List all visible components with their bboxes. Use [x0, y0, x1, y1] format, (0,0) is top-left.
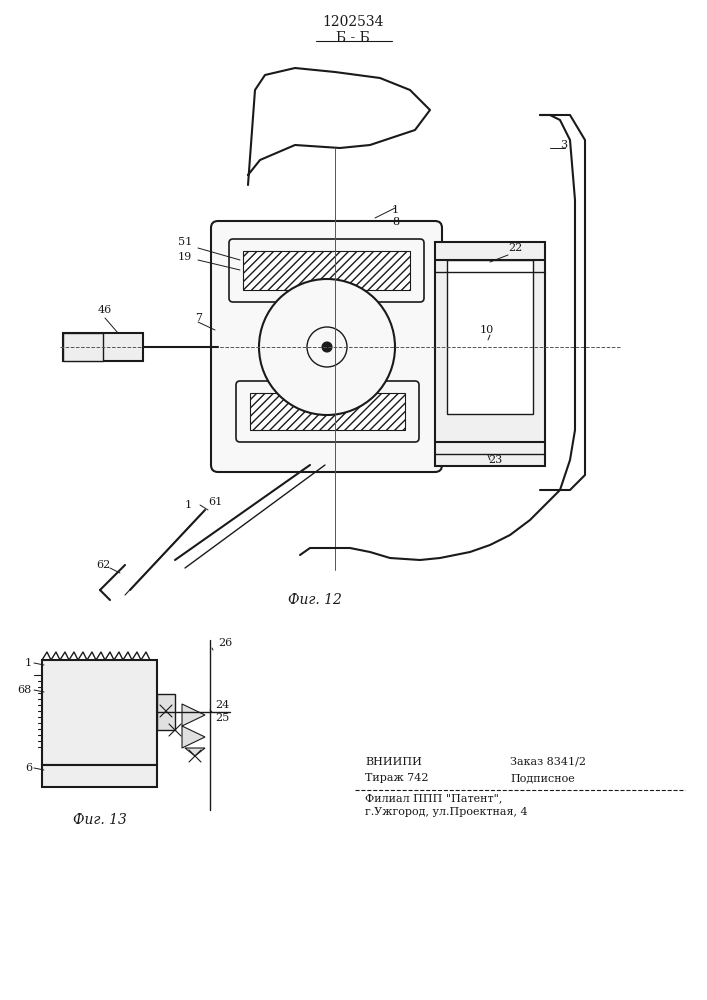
Bar [42, 765, 157, 787]
Bar [447, 260, 533, 414]
Text: 19: 19 [177, 252, 192, 262]
Text: 1: 1 [185, 500, 192, 510]
FancyBboxPatch shape [211, 221, 442, 472]
Polygon shape [185, 748, 205, 756]
Text: 7: 7 [195, 313, 202, 323]
Text: 10: 10 [480, 325, 494, 335]
Text: 61: 61 [208, 497, 222, 507]
FancyBboxPatch shape [236, 381, 419, 442]
Text: Подписное: Подписное [510, 773, 575, 783]
Text: Заказ 8341/2: Заказ 8341/2 [510, 757, 586, 767]
Text: 8: 8 [392, 217, 399, 227]
Text: 26: 26 [218, 638, 233, 648]
Text: 25: 25 [215, 713, 229, 723]
Text: Фиг. 12: Фиг. 12 [288, 593, 342, 607]
Bar [42, 660, 157, 765]
Text: Б - Б: Б - Б [336, 31, 370, 45]
Circle shape [259, 279, 395, 415]
Text: 23: 23 [488, 455, 502, 465]
Text: 46: 46 [98, 305, 112, 315]
Text: Фиг. 13: Фиг. 13 [73, 813, 127, 827]
Polygon shape [182, 726, 205, 748]
Text: 1202534: 1202534 [322, 15, 384, 29]
Text: ВНИИПИ: ВНИИПИ [365, 757, 422, 767]
Bar [63, 333, 143, 361]
Polygon shape [182, 704, 205, 726]
Text: 1: 1 [25, 658, 32, 668]
Bar [63, 333, 103, 361]
Text: г.Ужгород, ул.Проектная, 4: г.Ужгород, ул.Проектная, 4 [365, 807, 527, 817]
Bar [157, 694, 175, 730]
Text: Филиал ППП "Патент",: Филиал ППП "Патент", [365, 793, 503, 803]
Bar [435, 242, 545, 466]
Text: 22: 22 [508, 243, 522, 253]
Text: 51: 51 [177, 237, 192, 247]
Text: 3: 3 [560, 140, 567, 150]
Circle shape [322, 342, 332, 352]
Text: 68: 68 [18, 685, 32, 695]
Bar [243, 251, 410, 290]
Circle shape [307, 327, 347, 367]
Text: 62: 62 [96, 560, 110, 570]
Text: 24: 24 [215, 700, 229, 710]
Text: 6: 6 [25, 763, 32, 773]
Text: Тираж 742: Тираж 742 [365, 773, 428, 783]
FancyBboxPatch shape [229, 239, 424, 302]
Text: 1: 1 [392, 205, 399, 215]
Bar [250, 393, 405, 430]
